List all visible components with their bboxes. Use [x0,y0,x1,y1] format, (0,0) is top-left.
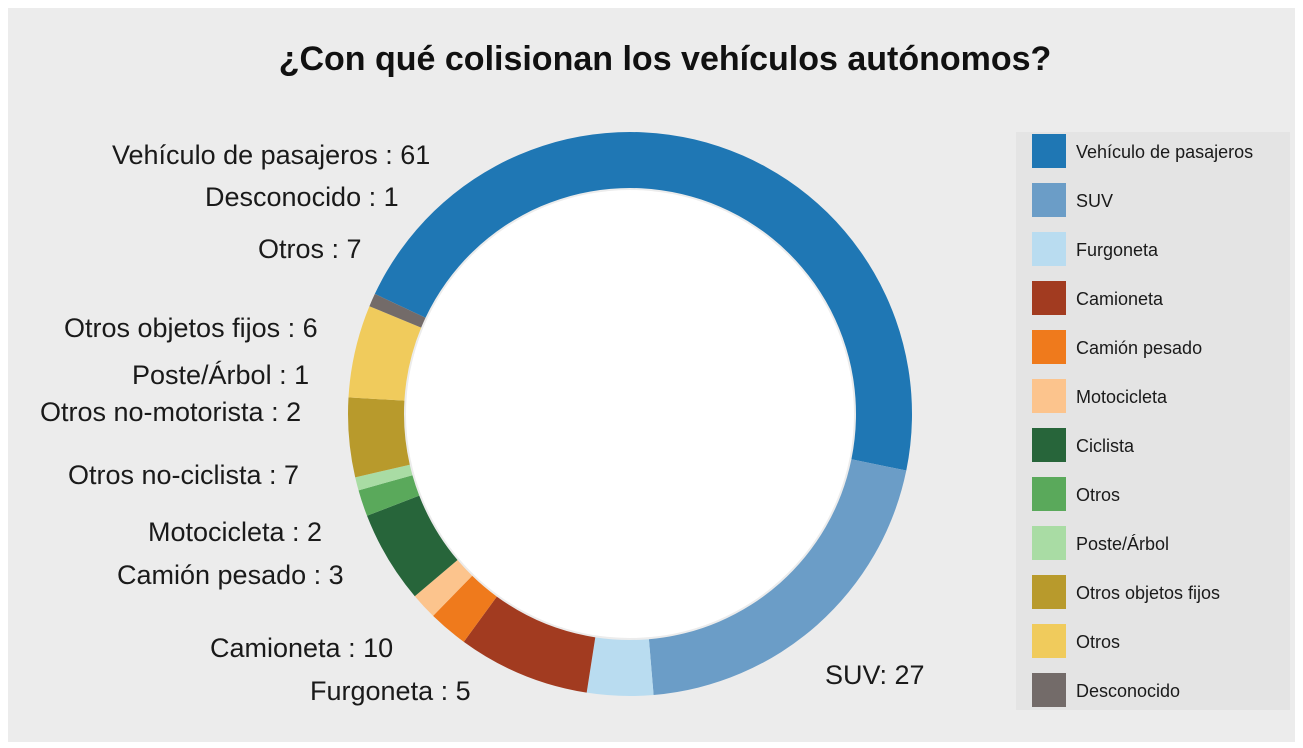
legend-label: Furgoneta [1076,240,1159,260]
slice-label: Otros no-motorista : 2 [40,397,302,427]
donut-slice [348,397,410,478]
legend-item: Otros [1032,624,1292,658]
slice-label: Poste/Árbol : 1 [132,360,310,390]
donut-slice [586,637,654,696]
slice-label: Otros : 7 [258,234,362,264]
legend-label: SUV [1076,191,1114,211]
legend-swatch [1032,183,1066,217]
donut-slice [348,306,422,401]
legend-label: Otros [1076,632,1121,652]
legend-swatch [1032,281,1066,315]
donut-slice [367,495,458,597]
donut-hole [406,190,854,638]
legend-item: Camión pesado [1032,330,1292,364]
legend-swatch [1032,379,1066,413]
legend-item: Camioneta [1032,281,1292,315]
legend-label: Otros objetos fijos [1076,583,1221,603]
legend-item: Ciclista [1032,428,1292,462]
legend-swatch [1032,232,1066,266]
slice-label: Vehículo de pasajeros : 61 [112,140,431,170]
donut-slice [463,596,596,693]
legend-swatch [1032,575,1066,609]
legend-label: Camioneta [1076,289,1164,309]
legend-item: SUV [1032,183,1292,217]
legend-label: Otros [1076,485,1121,505]
legend-item: Vehículo de pasajeros [1032,134,1292,168]
donut-slice [374,132,913,471]
slice-label: Otros no-ciclista : 7 [68,460,300,490]
donut-slice [369,293,426,328]
legend-swatch [1032,673,1066,707]
legend-item: Otros objetos fijos [1032,575,1292,609]
legend-swatch [1032,477,1066,511]
legend-item: Otros [1032,477,1292,511]
legend-swatch [1032,428,1066,462]
legend-label: Ciclista [1076,436,1135,456]
slice-label: Otros objetos fijos : 6 [64,313,318,343]
legend-label: Desconocido [1076,681,1181,701]
slice-label: Camión pesado : 3 [117,560,344,590]
legend-swatch [1032,624,1066,658]
legend-label: Camión pesado [1076,338,1203,358]
legend-item: Motocicleta [1032,379,1292,413]
donut-slice [355,464,413,491]
legend-label: Vehículo de pasajeros [1076,142,1254,162]
slice-label: SUV: 27 [825,660,925,690]
donut-slice [358,475,420,516]
legend-swatch [1032,526,1066,560]
legend-item: Furgoneta [1032,232,1292,266]
donut-slice [433,575,497,642]
legend-swatch [1032,134,1066,168]
chart-title: ¿Con qué colisionan los vehículos autóno… [278,40,1052,78]
slice-label: Desconocido : 1 [205,182,399,212]
legend: Vehículo de pasajeros SUV Furgoneta Camione… [1016,132,1290,710]
slice-label: Camioneta : 10 [210,633,394,663]
slice-label: Motocicleta : 2 [148,517,323,547]
slice-label: Furgoneta : 5 [310,676,471,706]
legend-item: Desconocido [1032,673,1292,707]
legend-swatch [1032,330,1066,364]
legend-label: Poste/Árbol [1076,534,1170,554]
legend-item: Poste/Árbol [1032,526,1292,560]
legend-label: Motocicleta [1076,387,1168,407]
donut-slice [414,560,473,616]
donut-slice [648,459,907,696]
